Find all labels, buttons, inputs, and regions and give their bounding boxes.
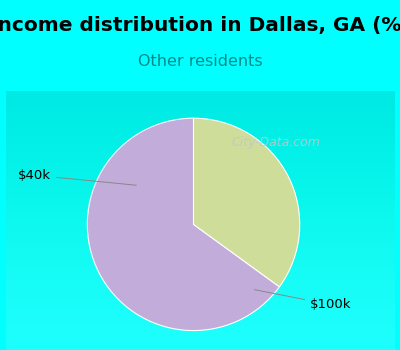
- Wedge shape: [87, 118, 280, 330]
- Wedge shape: [194, 118, 300, 287]
- Text: Income distribution in Dallas, GA (%): Income distribution in Dallas, GA (%): [0, 16, 400, 35]
- Text: City-Data.com: City-Data.com: [231, 136, 320, 149]
- Text: Other residents: Other residents: [138, 54, 262, 69]
- Text: $100k: $100k: [254, 290, 352, 311]
- Text: $40k: $40k: [18, 169, 136, 185]
